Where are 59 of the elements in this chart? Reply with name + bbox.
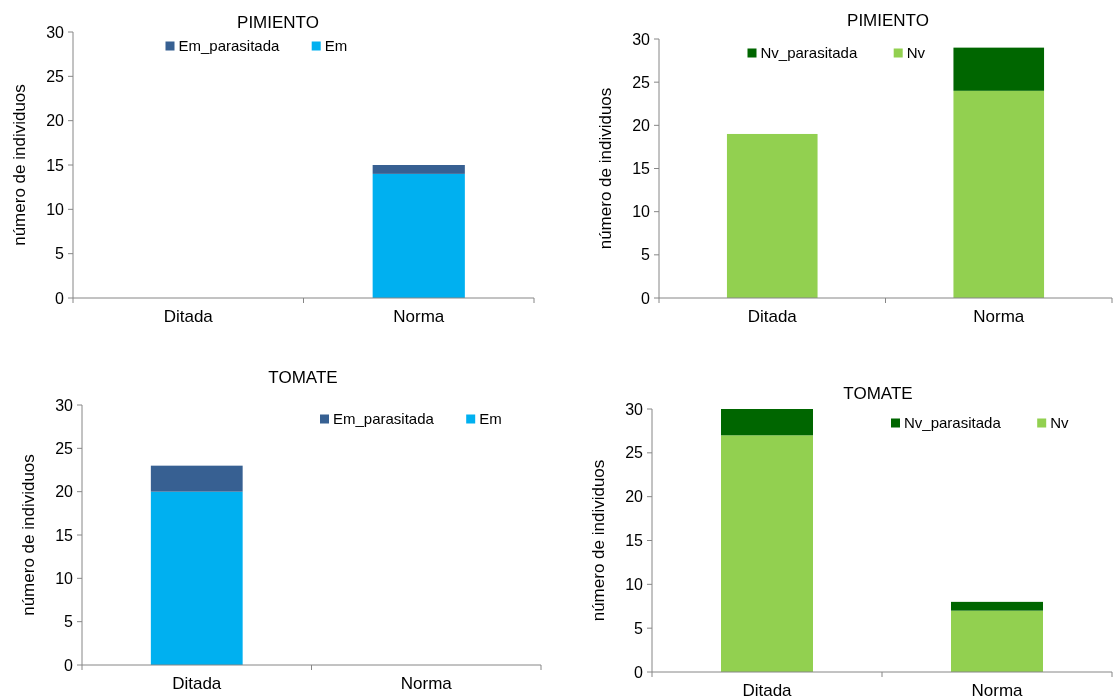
y-tick-label: 10 xyxy=(625,575,644,593)
legend-label: Nv_parasitada xyxy=(904,414,1002,432)
legend-label: Nv_parasitada xyxy=(760,44,858,62)
y-tick-label: 0 xyxy=(641,289,651,307)
y-tick-label: 30 xyxy=(55,396,74,414)
y-tick-label: 0 xyxy=(634,663,644,681)
y-tick-label: 10 xyxy=(46,200,65,218)
y-tick-label: 30 xyxy=(632,30,651,48)
y-axis-title: número de individuos xyxy=(588,459,608,622)
legend-label: Em xyxy=(479,410,502,428)
y-axis-title: número de individuos xyxy=(18,454,38,616)
y-tick-label: 20 xyxy=(625,488,644,506)
bar xyxy=(951,610,1043,672)
legend-label: Em_parasitada xyxy=(333,410,435,428)
chart-title: PIMIENTO xyxy=(237,13,319,32)
y-axis-title: número de individuos xyxy=(595,87,615,250)
y-tick-label: 25 xyxy=(632,73,651,91)
bar xyxy=(951,601,1043,611)
y-tick-label: 20 xyxy=(55,483,74,501)
bar xyxy=(953,47,1045,91)
legend-label: Nv xyxy=(1050,414,1070,432)
y-tick-label: 20 xyxy=(632,116,651,134)
y-tick-label: 0 xyxy=(55,289,65,307)
y-tick-label: 15 xyxy=(55,526,74,544)
y-tick-label: 5 xyxy=(634,619,644,637)
bar xyxy=(721,435,813,672)
y-tick-label: 10 xyxy=(55,569,74,587)
y-tick-label: 30 xyxy=(46,23,65,41)
chart-title: TOMATE xyxy=(843,384,913,403)
bar xyxy=(726,133,818,298)
legend-label: Em xyxy=(324,37,348,55)
legend-label: Nv xyxy=(906,44,926,62)
x-tick-label: Ditada xyxy=(172,674,222,693)
x-tick-label: Norma xyxy=(400,674,453,693)
bar xyxy=(953,90,1045,298)
bar xyxy=(721,409,813,436)
x-tick-label: Norma xyxy=(393,307,445,326)
y-tick-label: 15 xyxy=(625,532,644,550)
y-tick-label: 30 xyxy=(625,400,644,418)
x-tick-label: Ditada xyxy=(163,307,214,326)
y-tick-label: 25 xyxy=(46,67,65,85)
y-tick-label: 25 xyxy=(625,444,644,462)
chart-title: TOMATE xyxy=(268,368,338,387)
y-tick-label: 15 xyxy=(46,156,65,174)
y-tick-label: 10 xyxy=(632,203,651,221)
y-tick-label: 15 xyxy=(632,160,651,178)
x-tick-label: Norma xyxy=(971,681,1024,700)
y-tick-label: 5 xyxy=(641,246,651,264)
chart-title: PIMIENTO xyxy=(847,11,929,30)
y-tick-label: 0 xyxy=(64,656,74,674)
y-tick-label: 5 xyxy=(64,613,74,631)
y-tick-label: 20 xyxy=(46,112,65,130)
y-tick-label: 25 xyxy=(55,439,74,457)
y-tick-label: 5 xyxy=(55,245,65,263)
x-tick-label: Ditada xyxy=(742,681,793,700)
y-axis-title: número de individuos xyxy=(9,84,29,246)
x-tick-label: Ditada xyxy=(747,307,798,326)
legend-label: Em_parasitada xyxy=(178,37,281,55)
x-tick-label: Norma xyxy=(973,307,1025,326)
